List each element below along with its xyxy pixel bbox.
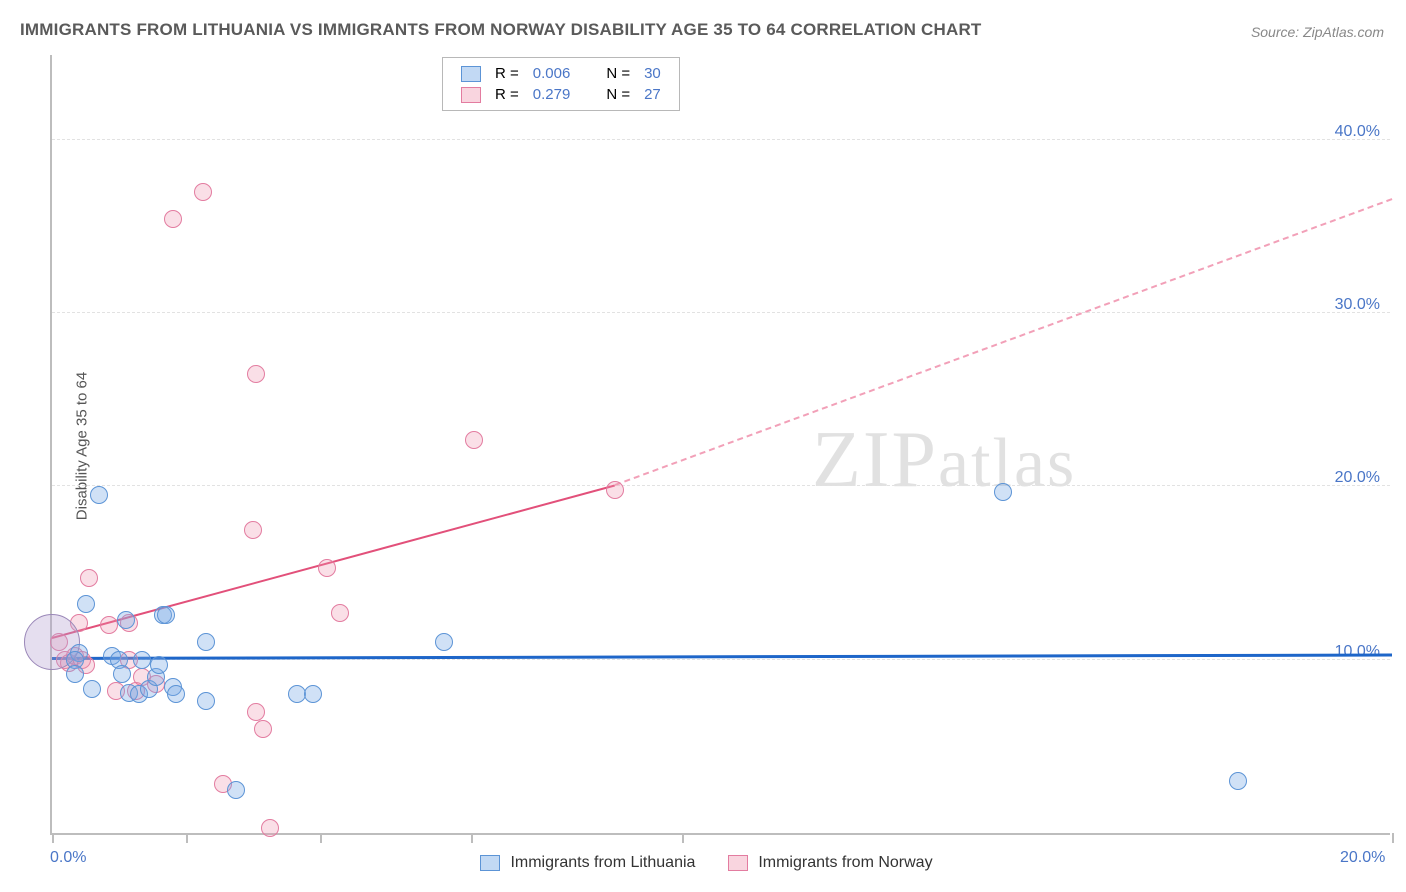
- r-label: R =: [489, 85, 525, 104]
- legend-item-label: Immigrants from Norway: [758, 854, 932, 871]
- chart-title: IMMIGRANTS FROM LITHUANIA VS IMMIGRANTS …: [20, 20, 982, 40]
- data-point: [83, 680, 101, 698]
- data-point: [435, 633, 453, 651]
- data-point: [227, 781, 245, 799]
- n-label: N =: [600, 85, 636, 104]
- gridline: [52, 139, 1390, 140]
- swatch-blue-icon: [480, 855, 500, 871]
- data-point: [247, 703, 265, 721]
- x-tick: [682, 833, 684, 843]
- scatter-plot-area: ZIPatlas R = 0.006 N = 30 R = 0.279 N =: [50, 55, 1390, 835]
- legend-series: Immigrants from Lithuania Immigrants fro…: [480, 854, 933, 872]
- r-label: R =: [489, 64, 525, 83]
- data-point: [150, 656, 168, 674]
- data-point: [90, 486, 108, 504]
- n-value: 30: [638, 64, 667, 83]
- data-point: [117, 611, 135, 629]
- data-point: [164, 210, 182, 228]
- x-tick: [471, 833, 473, 843]
- gridline: [52, 485, 1390, 486]
- data-point: [331, 604, 349, 622]
- x-tick-label: 0.0%: [50, 849, 86, 867]
- swatch-blue-icon: [461, 66, 481, 82]
- x-tick: [186, 833, 188, 843]
- legend-stats-row: R = 0.006 N = 30: [455, 64, 667, 83]
- data-point: [318, 559, 336, 577]
- data-point: [304, 685, 322, 703]
- data-point: [77, 595, 95, 613]
- y-tick-label: 30.0%: [1335, 296, 1380, 314]
- data-point: [66, 665, 84, 683]
- data-point: [606, 481, 624, 499]
- x-tick-label: 20.0%: [1340, 849, 1385, 867]
- legend-stats-box: R = 0.006 N = 30 R = 0.279 N = 27: [442, 57, 680, 111]
- gridline: [52, 312, 1390, 313]
- y-tick-label: 40.0%: [1335, 123, 1380, 141]
- data-point: [100, 616, 118, 634]
- data-point: [133, 651, 151, 669]
- r-value: 0.279: [527, 85, 577, 104]
- data-point: [254, 720, 272, 738]
- swatch-pink-icon: [728, 855, 748, 871]
- x-tick: [52, 833, 54, 843]
- data-point: [157, 606, 175, 624]
- data-point: [247, 365, 265, 383]
- y-tick-label: 10.0%: [1335, 643, 1380, 661]
- source-attribution: Source: ZipAtlas.com: [1251, 24, 1384, 40]
- data-point: [288, 685, 306, 703]
- n-value: 27: [638, 85, 667, 104]
- n-label: N =: [600, 64, 636, 83]
- legend-stats-row: R = 0.279 N = 27: [455, 85, 667, 104]
- watermark: ZIPatlas: [812, 415, 1076, 506]
- r-value: 0.006: [527, 64, 577, 83]
- data-point: [197, 692, 215, 710]
- data-point: [197, 633, 215, 651]
- x-tick: [1392, 833, 1394, 843]
- data-point: [194, 183, 212, 201]
- data-point: [465, 431, 483, 449]
- swatch-pink-icon: [461, 87, 481, 103]
- data-point: [80, 569, 98, 587]
- legend-item-label: Immigrants from Lithuania: [510, 854, 695, 871]
- data-point: [244, 521, 262, 539]
- legend-stats-table: R = 0.006 N = 30 R = 0.279 N = 27: [453, 62, 669, 106]
- y-tick-label: 20.0%: [1335, 469, 1380, 487]
- data-point: [994, 483, 1012, 501]
- trend-line: [614, 198, 1392, 486]
- x-tick: [320, 833, 322, 843]
- data-point: [167, 685, 185, 703]
- data-point: [261, 819, 279, 837]
- data-point: [1229, 772, 1247, 790]
- data-point: [113, 665, 131, 683]
